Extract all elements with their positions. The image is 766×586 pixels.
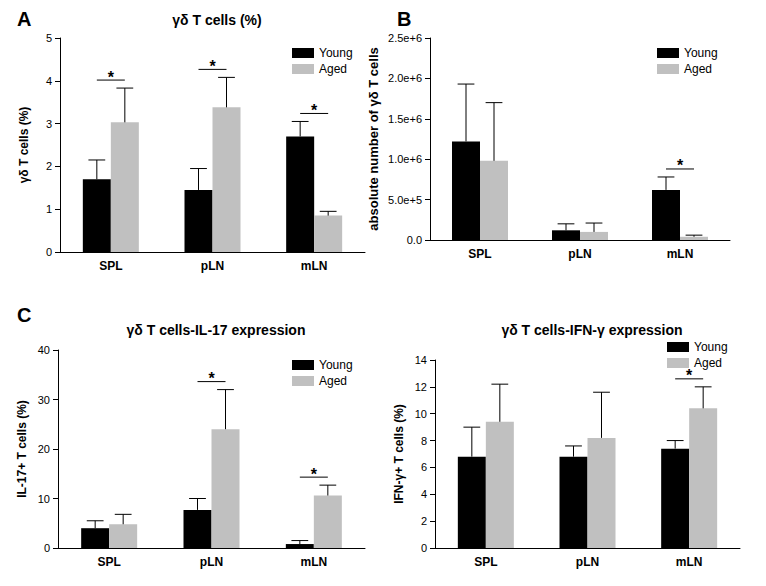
svg-text:2: 2 xyxy=(421,515,427,527)
svg-text:*: * xyxy=(209,58,216,75)
svg-text:γδ T cells (%): γδ T cells (%) xyxy=(17,107,31,184)
svg-text:B: B xyxy=(397,8,411,30)
svg-text:0.0: 0.0 xyxy=(407,234,422,246)
svg-text:4: 4 xyxy=(421,488,427,500)
svg-text:γδ T cells-IFN-γ expression: γδ T cells-IFN-γ expression xyxy=(501,322,682,338)
svg-text:1.0e+6: 1.0e+6 xyxy=(388,153,422,165)
svg-text:A: A xyxy=(17,8,31,30)
svg-text:*: * xyxy=(311,466,318,483)
svg-text:mLN: mLN xyxy=(300,555,327,569)
svg-text:absolute number of γδ T cells: absolute number of γδ T cells xyxy=(366,47,381,230)
svg-text:14: 14 xyxy=(415,354,427,366)
svg-text:γδ T cells-IL-17 expression: γδ T cells-IL-17 expression xyxy=(127,322,306,338)
svg-text:Young: Young xyxy=(319,358,353,372)
svg-text:*: * xyxy=(208,370,215,387)
svg-text:SPL: SPL xyxy=(99,259,122,273)
svg-text:2: 2 xyxy=(46,160,52,172)
svg-text:pLN: pLN xyxy=(568,247,591,261)
svg-text:IL-17+ T cells (%): IL-17+ T cells (%) xyxy=(15,400,29,498)
svg-text:SPL: SPL xyxy=(474,555,497,569)
svg-text:IFN-γ+ T cells (%): IFN-γ+ T cells (%) xyxy=(392,404,406,504)
svg-text:Aged: Aged xyxy=(319,62,347,76)
svg-text:mLN: mLN xyxy=(676,555,703,569)
svg-text:5: 5 xyxy=(46,32,52,44)
svg-text:pLN: pLN xyxy=(201,259,224,273)
svg-text:*: * xyxy=(677,157,684,174)
svg-text:10: 10 xyxy=(38,493,50,505)
svg-text:SPL: SPL xyxy=(97,555,120,569)
svg-text:6: 6 xyxy=(421,461,427,473)
svg-text:0: 0 xyxy=(46,246,52,258)
svg-text:0: 0 xyxy=(44,542,50,554)
svg-text:mLN: mLN xyxy=(667,247,694,261)
svg-text:5.0e+5: 5.0e+5 xyxy=(388,194,422,206)
svg-text:mLN: mLN xyxy=(301,259,328,273)
svg-text:SPL: SPL xyxy=(468,247,491,261)
svg-text:30: 30 xyxy=(38,394,50,406)
svg-text:C: C xyxy=(17,304,31,326)
svg-text:pLN: pLN xyxy=(200,555,223,569)
svg-text:10: 10 xyxy=(415,408,427,420)
svg-text:Aged: Aged xyxy=(694,356,722,370)
svg-text:2.5e+6: 2.5e+6 xyxy=(388,32,422,44)
svg-text:4: 4 xyxy=(46,75,52,87)
svg-text:1: 1 xyxy=(46,203,52,215)
svg-text:*: * xyxy=(311,102,318,119)
svg-text:1.5e+6: 1.5e+6 xyxy=(388,113,422,125)
svg-text:*: * xyxy=(108,69,115,86)
svg-text:γδ T cells (%): γδ T cells (%) xyxy=(172,12,261,28)
svg-text:2.0e+6: 2.0e+6 xyxy=(388,72,422,84)
svg-text:*: * xyxy=(686,367,693,384)
svg-text:3: 3 xyxy=(46,118,52,130)
svg-text:Young: Young xyxy=(319,46,353,60)
svg-text:Young: Young xyxy=(694,340,728,354)
svg-text:Aged: Aged xyxy=(319,374,347,388)
svg-text:8: 8 xyxy=(421,435,427,447)
svg-text:12: 12 xyxy=(415,381,427,393)
svg-text:Aged: Aged xyxy=(684,62,712,76)
svg-text:Young: Young xyxy=(684,46,718,60)
svg-text:20: 20 xyxy=(38,443,50,455)
svg-text:0: 0 xyxy=(421,542,427,554)
svg-text:40: 40 xyxy=(38,344,50,356)
svg-text:pLN: pLN xyxy=(576,555,599,569)
